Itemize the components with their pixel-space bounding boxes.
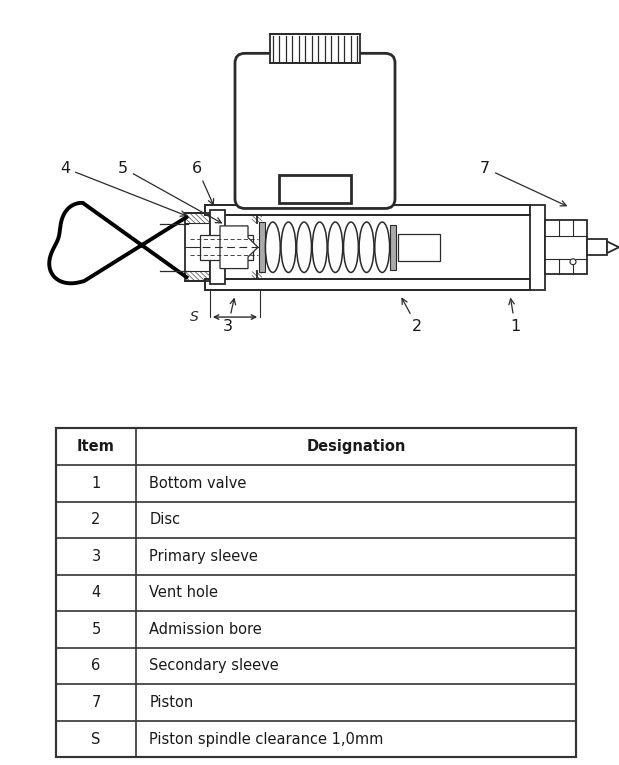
- Text: Vent hole: Vent hole: [149, 585, 219, 601]
- Bar: [289, 194, 341, 204]
- Text: 6: 6: [92, 659, 101, 673]
- Text: Piston: Piston: [149, 695, 194, 710]
- Text: 7: 7: [92, 695, 101, 710]
- Text: 3: 3: [92, 549, 100, 564]
- Text: S: S: [189, 310, 198, 324]
- Text: Item: Item: [77, 439, 115, 454]
- Bar: [259, 222, 265, 272]
- Bar: [210, 210, 225, 284]
- Polygon shape: [607, 242, 619, 253]
- Text: Disc: Disc: [149, 513, 180, 527]
- Bar: [587, 239, 607, 255]
- Text: Designation: Designation: [306, 439, 405, 454]
- Bar: [270, 34, 360, 63]
- Bar: [545, 220, 587, 275]
- Text: 5: 5: [92, 622, 101, 637]
- FancyBboxPatch shape: [235, 54, 395, 209]
- Text: Primary sleeve: Primary sleeve: [149, 549, 258, 564]
- Text: 4: 4: [60, 161, 186, 216]
- Text: 2: 2: [402, 298, 422, 334]
- Text: S: S: [92, 731, 101, 747]
- Polygon shape: [205, 279, 530, 290]
- Bar: [390, 225, 396, 269]
- Text: Admission bore: Admission bore: [149, 622, 262, 637]
- Bar: [185, 213, 210, 282]
- Polygon shape: [205, 204, 530, 215]
- Bar: [279, 175, 351, 203]
- Polygon shape: [220, 226, 258, 269]
- Text: 3: 3: [223, 299, 236, 334]
- Text: 2: 2: [92, 513, 101, 527]
- Circle shape: [570, 259, 576, 265]
- Text: 4: 4: [92, 585, 101, 601]
- Text: Bottom valve: Bottom valve: [149, 476, 247, 490]
- Text: 1: 1: [92, 476, 101, 490]
- Text: 6: 6: [192, 161, 214, 205]
- Text: Piston spindle clearance 1,0mm: Piston spindle clearance 1,0mm: [149, 731, 384, 747]
- Polygon shape: [530, 204, 545, 290]
- Text: 7: 7: [480, 161, 566, 206]
- Bar: [398, 233, 440, 261]
- Text: Secondary sleeve: Secondary sleeve: [149, 659, 279, 673]
- Text: 1: 1: [509, 299, 520, 334]
- Text: 5: 5: [118, 161, 222, 223]
- Bar: [200, 235, 253, 260]
